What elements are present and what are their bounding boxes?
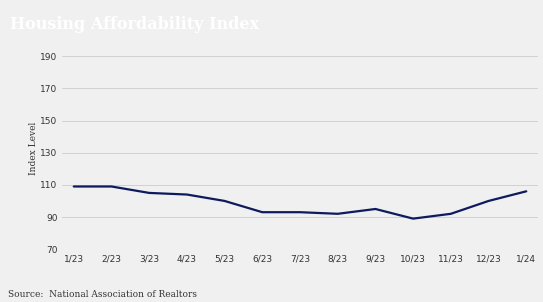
Y-axis label: Index Level: Index Level <box>29 122 37 175</box>
Text: Housing Affordability Index: Housing Affordability Index <box>10 16 259 33</box>
Text: Source:  National Association of Realtors: Source: National Association of Realtors <box>8 290 197 299</box>
